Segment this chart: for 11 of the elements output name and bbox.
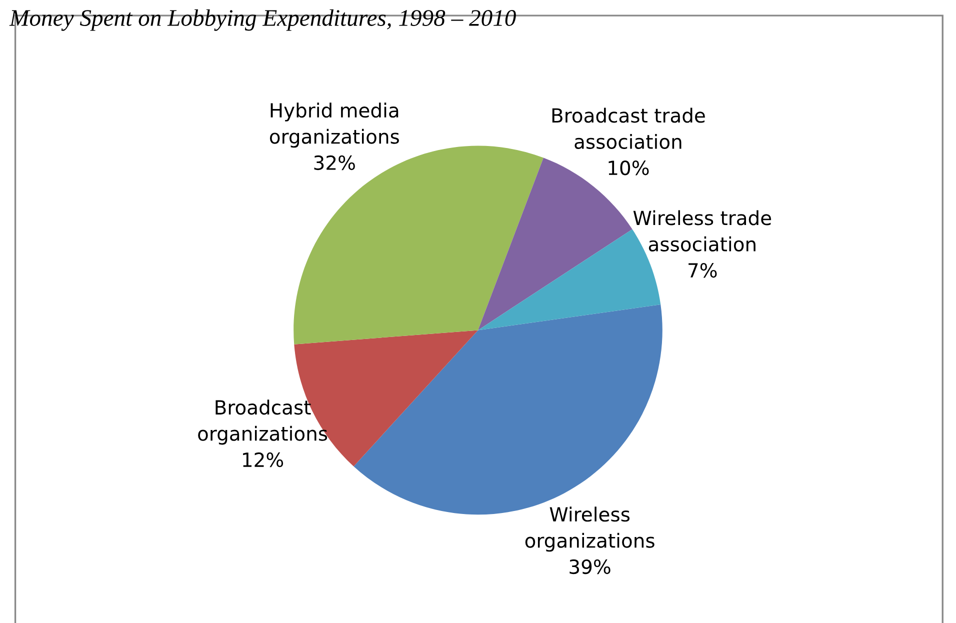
slice-label: Hybrid media organizations [270,102,399,148]
slice-label: Broadcast trade association [552,108,705,149]
data-label: 39% [570,559,610,574]
slice-label: Wireless trade association [633,210,772,252]
data-label: 32% [314,155,355,170]
data-label: 12% [243,452,284,468]
chart-title: Money Spent on Lobbying Expenditures, 1998 – 2010 [9,9,516,31]
slice-label: Wireless organizations [525,506,654,552]
data-label: 10% [608,160,649,176]
data-label: 7% [688,262,717,278]
slice-label: Broadcast organizations [198,400,328,445]
